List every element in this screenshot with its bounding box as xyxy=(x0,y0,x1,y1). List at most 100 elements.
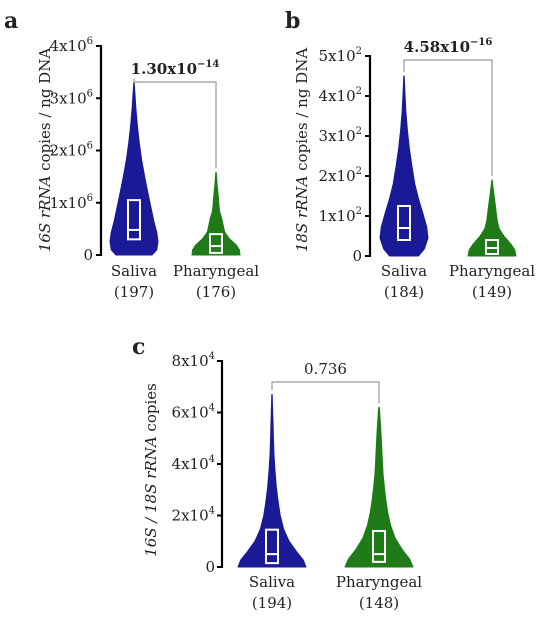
y-axis-label: 18S rRNA copies / ng DNA xyxy=(293,48,311,253)
y-tick-label-base: 3x10 xyxy=(50,89,87,107)
violin-saliva xyxy=(109,82,159,256)
p-value-base: 1.30x10 xyxy=(131,60,197,78)
iqr-box xyxy=(372,529,386,563)
violin-shape xyxy=(237,394,307,568)
y-axis-label-italic: 18S rRNA xyxy=(293,175,311,252)
panel-letter-a: a xyxy=(4,8,18,34)
sample-size-label: (148) xyxy=(359,594,399,612)
y-tick-label-base: 0 xyxy=(205,558,215,576)
y-tick-label: 3x106 xyxy=(50,88,93,107)
category-label: Pharyngeal xyxy=(173,262,259,280)
y-tick-label: 2x102 xyxy=(319,166,362,185)
iqr-box xyxy=(127,199,141,241)
p-value: 0.736 xyxy=(304,360,347,378)
y-tick-label-base: 1x10 xyxy=(50,194,87,212)
p-value-base: 4.58x10 xyxy=(404,38,470,56)
significance-bracket xyxy=(133,78,217,169)
category-label: Saliva xyxy=(249,573,295,591)
y-axis-label-rest: copies xyxy=(142,383,160,436)
violin-shape xyxy=(379,75,429,257)
y-tick-label: 4x104 xyxy=(172,454,215,473)
y-tick-label-base: 2x10 xyxy=(319,167,356,185)
y-tick-label: 2x104 xyxy=(172,506,215,525)
y-tick-label-exponent: 4 xyxy=(209,403,215,414)
violin-shape xyxy=(467,179,517,257)
y-tick-label-base: 2x10 xyxy=(50,142,87,160)
y-tick-label-exponent: 2 xyxy=(356,206,362,217)
y-tick-label: 6x104 xyxy=(172,403,215,422)
p-value-base: 0.736 xyxy=(304,360,347,378)
y-tick-label: 0 xyxy=(83,246,93,264)
y-tick-label-exponent: 2 xyxy=(356,126,362,137)
significance-bracket xyxy=(271,381,380,404)
y-axis-label: 16S rRNA copies / ng DNA xyxy=(36,48,54,253)
sample-size-label: (176) xyxy=(196,283,236,301)
y-tick-label-base: 4x10 xyxy=(319,87,356,105)
y-axis-label-rest: copies / ng DNA xyxy=(36,48,54,176)
y-tick-label-base: 5x10 xyxy=(319,47,356,65)
y-axis-label-italic: 16S rRNA xyxy=(36,175,54,252)
violin-saliva xyxy=(237,394,307,568)
y-tick-label-base: 4x10 xyxy=(172,455,209,473)
category-label: Saliva xyxy=(381,262,427,280)
violin-shape xyxy=(344,406,414,568)
p-value: 4.58x10−16 xyxy=(404,37,493,56)
y-tick-label-exponent: 2 xyxy=(356,166,362,177)
y-tick-label-base: 0 xyxy=(352,247,362,265)
iqr-box xyxy=(397,205,411,241)
p-value: 1.30x10−14 xyxy=(131,59,220,78)
category-label: Pharyngeal xyxy=(336,573,422,591)
significance-bracket xyxy=(403,59,493,176)
violin-pharyngeal xyxy=(344,406,414,568)
y-tick-label-exponent: 4 xyxy=(209,506,215,517)
y-tick-label: 8x104 xyxy=(172,351,215,370)
y-tick-label-exponent: 4 xyxy=(209,454,215,465)
y-tick-label: 0 xyxy=(205,558,215,576)
y-axis-label-rest: copies / ng DNA xyxy=(293,48,311,176)
sample-size-label: (149) xyxy=(472,283,512,301)
y-tick-label-base: 3x10 xyxy=(319,127,356,145)
y-tick-label: 5x102 xyxy=(319,46,362,65)
violin-pharyngeal xyxy=(467,179,517,257)
y-tick-label: 3x102 xyxy=(319,126,362,145)
y-tick-label-exponent: 6 xyxy=(87,36,93,47)
y-tick-label: 4x102 xyxy=(319,86,362,105)
y-tick-label-exponent: 6 xyxy=(87,141,93,152)
p-value-exponent: −16 xyxy=(470,37,492,48)
y-tick-label-exponent: 2 xyxy=(356,46,362,57)
y-tick-label: 0 xyxy=(352,247,362,265)
y-tick-label: 4x106 xyxy=(50,36,93,55)
y-tick-label-base: 8x10 xyxy=(172,352,209,370)
sample-size-label: (184) xyxy=(384,283,424,301)
y-tick-label-base: 2x10 xyxy=(172,507,209,525)
iqr-box xyxy=(265,528,279,565)
violin-pharyngeal xyxy=(191,171,241,256)
y-tick-label-base: 0 xyxy=(83,246,93,264)
violin-shape xyxy=(191,171,241,256)
y-tick-label-exponent: 6 xyxy=(87,193,93,204)
y-tick-label: 2x106 xyxy=(50,141,93,160)
y-axis-label: 16S / 18S rRNA copies xyxy=(142,383,160,557)
iqr-box xyxy=(209,233,223,254)
y-tick-label: 1x106 xyxy=(50,193,93,212)
violin-saliva xyxy=(379,75,429,257)
panel-letter-c: c xyxy=(132,334,145,360)
sample-size-label: (197) xyxy=(114,283,154,301)
category-label: Saliva xyxy=(111,262,157,280)
y-tick-label: 1x102 xyxy=(319,206,362,225)
y-tick-label-base: 4x10 xyxy=(50,37,87,55)
p-value-exponent: −14 xyxy=(197,59,219,70)
y-axis-label-italic: 16S / 18S rRNA xyxy=(142,436,160,557)
y-tick-label-base: 1x10 xyxy=(319,207,356,225)
y-tick-label-exponent: 4 xyxy=(209,351,215,362)
category-label: Pharyngeal xyxy=(449,262,535,280)
panel-letter-b: b xyxy=(285,8,300,34)
y-tick-label-base: 6x10 xyxy=(172,404,209,422)
sample-size-label: (194) xyxy=(252,594,292,612)
y-tick-label-exponent: 6 xyxy=(87,88,93,99)
y-tick-label-exponent: 2 xyxy=(356,86,362,97)
